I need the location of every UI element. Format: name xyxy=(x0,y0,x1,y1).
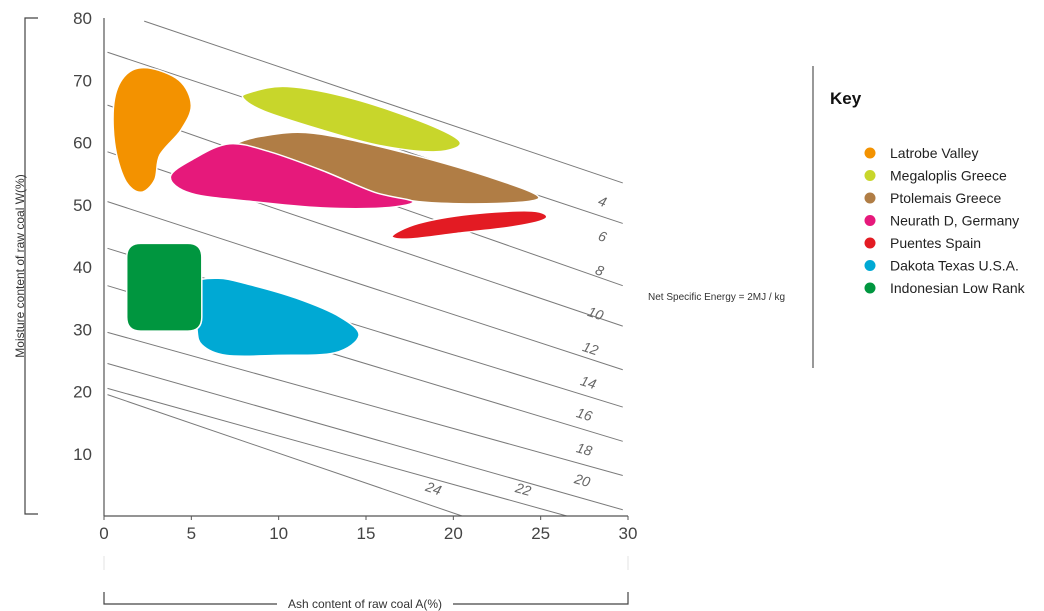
isoline-4 xyxy=(144,20,623,184)
legend-swatch-dakota-texas-u-s-a- xyxy=(864,260,876,271)
isoline-label-16: 16 xyxy=(575,404,595,424)
isoline-20 xyxy=(107,363,623,511)
x-tick-label: 5 xyxy=(187,524,196,543)
legend-label-indonesian-low-rank: Indonesian Low Rank xyxy=(890,280,1026,296)
legend-swatch-latrobe-valley xyxy=(864,147,876,159)
isoline-18 xyxy=(107,331,623,477)
legend-label-dakota-texas-u-s-a-: Dakota Texas U.S.A. xyxy=(890,258,1019,274)
y-tick-label: 40 xyxy=(73,258,92,277)
x-tick-label: 30 xyxy=(619,524,638,543)
x-tick-label: 20 xyxy=(444,524,463,543)
isoline-label-22: 22 xyxy=(513,479,533,499)
isoline-label-18: 18 xyxy=(575,439,594,459)
isoline-label-6: 6 xyxy=(596,227,609,245)
legend-label-latrobe-valley: Latrobe Valley xyxy=(890,145,978,161)
y-axis-title: Moisture content of raw coal W(%) xyxy=(13,174,27,357)
legend-swatch-neurath-d-germany xyxy=(864,215,876,226)
net-specific-energy-note: Net Specific Energy = 2MJ / kg xyxy=(648,292,785,303)
region-dakota-texas-u-s-a- xyxy=(191,277,360,358)
y-tick-label: 50 xyxy=(73,196,92,215)
x-axis-title-backdrop xyxy=(277,596,453,610)
isoline-24 xyxy=(107,394,463,517)
regions xyxy=(112,66,548,358)
y-tick-label: 60 xyxy=(73,134,92,153)
y-tick-label: 30 xyxy=(73,320,92,339)
region-indonesian-low-rank xyxy=(125,242,203,332)
y-tick-label: 20 xyxy=(73,383,92,402)
region-puentes-spain xyxy=(391,210,548,240)
x-tick-label: 0 xyxy=(99,524,108,543)
axes: 0 5 10 15 20 25 30 10 20 30 40 50 60 70 80 Moisture con… xyxy=(13,9,785,611)
legend-label-ptolemais-greece: Ptolemais Greece xyxy=(890,190,1001,206)
legend-swatch-ptolemais-greece xyxy=(864,192,876,204)
legend: Key Latrobe Valley Megaloplis Greece Ptolem… xyxy=(812,66,1026,368)
legend-label-neurath-d-germany: Neurath D, Germany xyxy=(890,213,1019,229)
isoline-label-12: 12 xyxy=(581,338,601,358)
y-tick-label: 80 xyxy=(73,9,92,28)
legend-swatch-megaloplis-greece xyxy=(864,170,876,181)
isoline-label-20: 20 xyxy=(572,470,593,490)
region-latrobe-valley xyxy=(112,66,193,194)
isoline-label-8: 8 xyxy=(593,261,606,279)
x-tick-label: 15 xyxy=(357,524,376,543)
legend-label-puentes-spain: Puentes Spain xyxy=(890,235,981,251)
region-neurath-d-germany xyxy=(169,142,414,210)
legend-swatch-puentes-spain xyxy=(864,237,876,249)
legend-swatch-indonesian-low-rank xyxy=(864,282,876,294)
region-megaloplis-greece xyxy=(241,85,462,153)
y-tick-label: 10 xyxy=(73,445,92,464)
isoline-label-24: 24 xyxy=(423,478,444,499)
isoline-22 xyxy=(107,387,568,517)
isoline-label-4: 4 xyxy=(596,192,609,210)
isoline-label-14: 14 xyxy=(579,372,599,392)
legend-title: Key xyxy=(830,89,862,108)
x-axis-title: Ash content of raw coal A(%) xyxy=(288,597,442,611)
legend-label-megaloplis-greece: Megaloplis Greece xyxy=(890,168,1007,184)
isoline-label-10: 10 xyxy=(586,303,606,323)
isoline-12 xyxy=(107,201,623,371)
x-tick-label: 10 xyxy=(269,524,288,543)
y-axis-bracket xyxy=(24,17,38,515)
y-tick-label: 70 xyxy=(73,71,92,90)
x-tick-label: 25 xyxy=(531,524,550,543)
